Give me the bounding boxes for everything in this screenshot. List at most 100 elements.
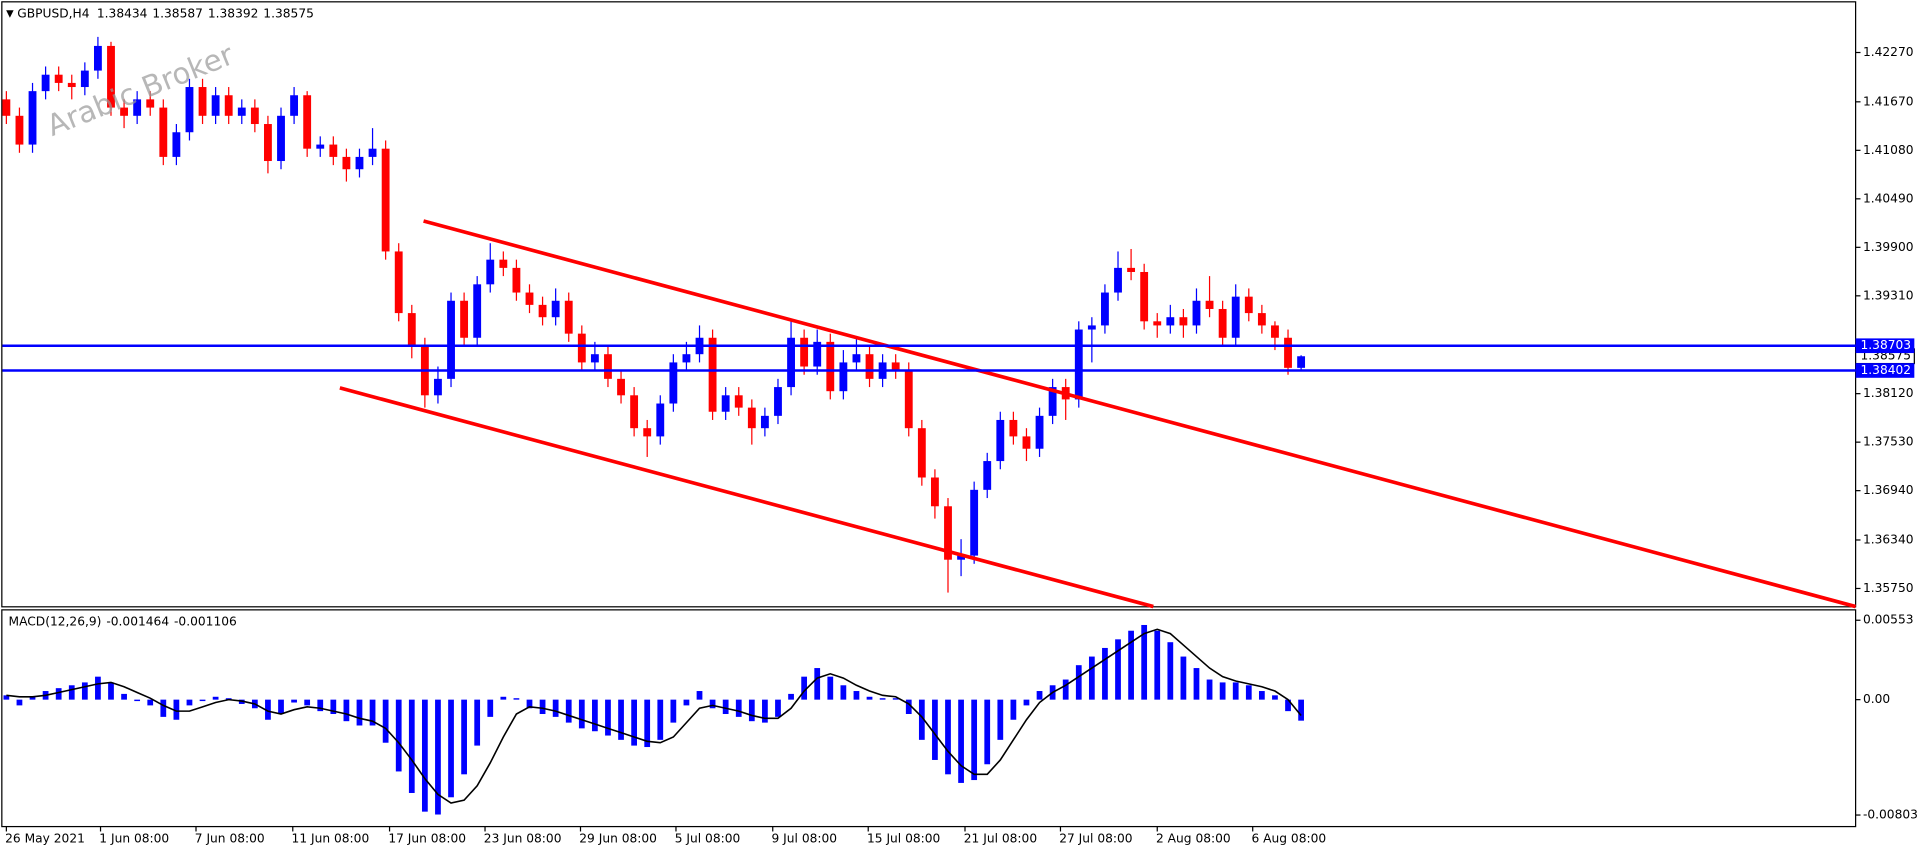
candle-body <box>1179 317 1188 326</box>
macd-bar <box>670 699 677 723</box>
signal-line <box>6 628 1302 804</box>
candle-body <box>944 506 952 560</box>
y-tick-label: 1.41670 <box>1863 94 1914 108</box>
x-tick-label: 26 May 2021 <box>5 831 85 845</box>
macd-bar <box>801 676 808 700</box>
candle-body <box>930 477 939 507</box>
candle-body <box>970 489 979 556</box>
header-open: 1.38434 <box>97 6 148 20</box>
macd-bar <box>552 699 559 717</box>
trend-line <box>423 219 1857 609</box>
candle-body <box>368 148 377 157</box>
x-tick-label: 11 Jun 08:00 <box>292 831 370 845</box>
macd-bar <box>918 699 925 740</box>
macd-bar <box>121 693 127 700</box>
y-tick-label: 1.39310 <box>1863 288 1914 302</box>
candle-body <box>734 395 743 408</box>
level-label: 1.38703 <box>1861 338 1912 352</box>
candle-body <box>342 156 351 170</box>
candle-body <box>28 91 37 145</box>
signal-value: -0.001106 <box>174 614 237 628</box>
candle-body <box>904 370 913 429</box>
candle-body <box>2 99 11 116</box>
macd-bar <box>68 685 75 700</box>
candle-body <box>747 407 756 429</box>
macd-bar <box>81 682 88 700</box>
macd-bar <box>1115 639 1121 700</box>
macd-bar <box>971 699 978 781</box>
candle-body <box>303 95 312 149</box>
candle-body <box>133 99 142 116</box>
macd-bar <box>644 699 651 748</box>
macd-bar <box>212 696 219 700</box>
macd-bar <box>827 676 834 700</box>
macd-bar <box>932 699 938 760</box>
macd-bar <box>1141 624 1148 700</box>
macd-bar <box>1258 691 1265 700</box>
macd-bar <box>735 699 742 717</box>
candle-body <box>499 259 508 268</box>
macd-bar <box>879 698 886 700</box>
candle-body <box>813 341 822 367</box>
y-tick-label: 1.39900 <box>1863 240 1914 254</box>
macd-bar <box>278 699 284 715</box>
macd-bar <box>291 699 297 703</box>
macd-bar <box>788 693 794 700</box>
macd-bar <box>448 699 454 798</box>
macd-bar <box>55 688 62 700</box>
y-tick-label: 0.00 <box>1863 692 1890 706</box>
macd-bar <box>500 696 507 700</box>
candle-body <box>407 313 416 346</box>
header-close: 1.38575 <box>263 6 314 20</box>
candle-body <box>277 115 285 162</box>
candle-body <box>41 74 50 92</box>
candle-body <box>447 300 455 379</box>
macd-bar <box>369 699 376 726</box>
candle-body <box>656 403 665 437</box>
macd-bar <box>709 699 716 709</box>
candle-body <box>1022 436 1031 449</box>
candle-body <box>682 354 691 363</box>
macd-bar <box>147 699 154 706</box>
macd-bar <box>722 699 729 715</box>
candle-body <box>1048 387 1057 416</box>
candle-body <box>224 95 233 116</box>
candle-body <box>617 378 625 396</box>
macd-bar <box>565 699 572 723</box>
macd-bar <box>1167 642 1174 700</box>
header-low: 1.38392 <box>208 6 259 20</box>
macd-bar <box>317 699 324 712</box>
macd-bar <box>1272 695 1278 700</box>
candle-body <box>80 70 89 88</box>
macd-bar <box>160 699 167 717</box>
candle-body <box>577 333 586 363</box>
y-tick-label: 1.35750 <box>1863 581 1914 595</box>
macd-bar <box>461 699 467 775</box>
candle-body <box>460 300 469 338</box>
candle-body <box>1205 300 1214 309</box>
y-tick-label: -0.008036 <box>1863 808 1918 822</box>
macd-bar <box>16 699 23 706</box>
level-label-box <box>1855 363 1915 378</box>
macd-bar <box>892 698 899 700</box>
main-panel-frame <box>1 1 1857 608</box>
candle-body <box>826 341 835 392</box>
candle-body <box>604 354 612 379</box>
candle-body <box>800 337 809 367</box>
candle-body <box>525 292 534 305</box>
macd-bar <box>29 696 36 700</box>
candle-body <box>721 395 730 412</box>
macd-bar <box>330 699 337 715</box>
macd-bar <box>945 699 951 775</box>
macd-bar <box>748 699 755 722</box>
candle-body <box>551 300 560 318</box>
candle-body <box>473 284 482 338</box>
candle-body <box>891 362 900 371</box>
macd-bar <box>631 699 637 746</box>
macd-bar <box>657 699 664 740</box>
macd-bar <box>958 699 964 783</box>
macd-bar <box>526 699 533 709</box>
macd-bar <box>1154 630 1161 700</box>
macd-bar <box>1036 691 1043 700</box>
macd-bar <box>421 699 428 812</box>
